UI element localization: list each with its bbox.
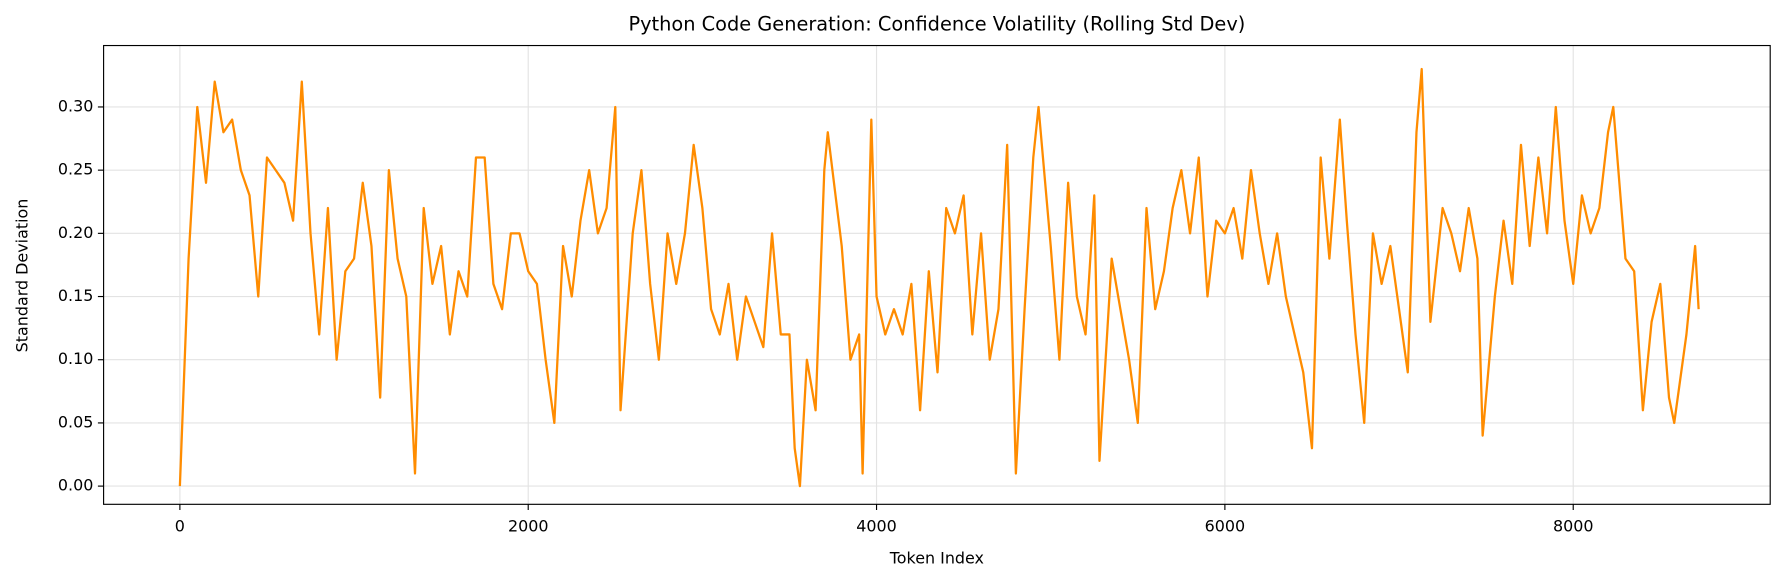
y-tick-label: 0.05 — [58, 412, 93, 431]
x-axis-label: Token Index — [889, 548, 984, 567]
plot-frame — [103, 44, 1771, 505]
y-tick-label: 0.15 — [58, 286, 93, 305]
y-tick-label: 0.20 — [58, 223, 93, 242]
x-tick-label: 8000 — [1553, 517, 1594, 536]
y-tick-label: 0.00 — [58, 476, 93, 495]
x-tick-label: 6000 — [1205, 517, 1246, 536]
x-tick-label: 2000 — [508, 517, 549, 536]
y-tick-label: 0.10 — [58, 349, 93, 368]
y-axis-label: Standard Deviation — [12, 199, 31, 353]
y-tick-label: 0.25 — [58, 160, 93, 179]
x-tick-label: 0 — [175, 517, 185, 536]
x-tick-label: 4000 — [856, 517, 897, 536]
chart-title: Python Code Generation: Confidence Volat… — [628, 13, 1245, 36]
y-tick-label: 0.30 — [58, 96, 93, 115]
data-line — [178, 67, 1700, 488]
